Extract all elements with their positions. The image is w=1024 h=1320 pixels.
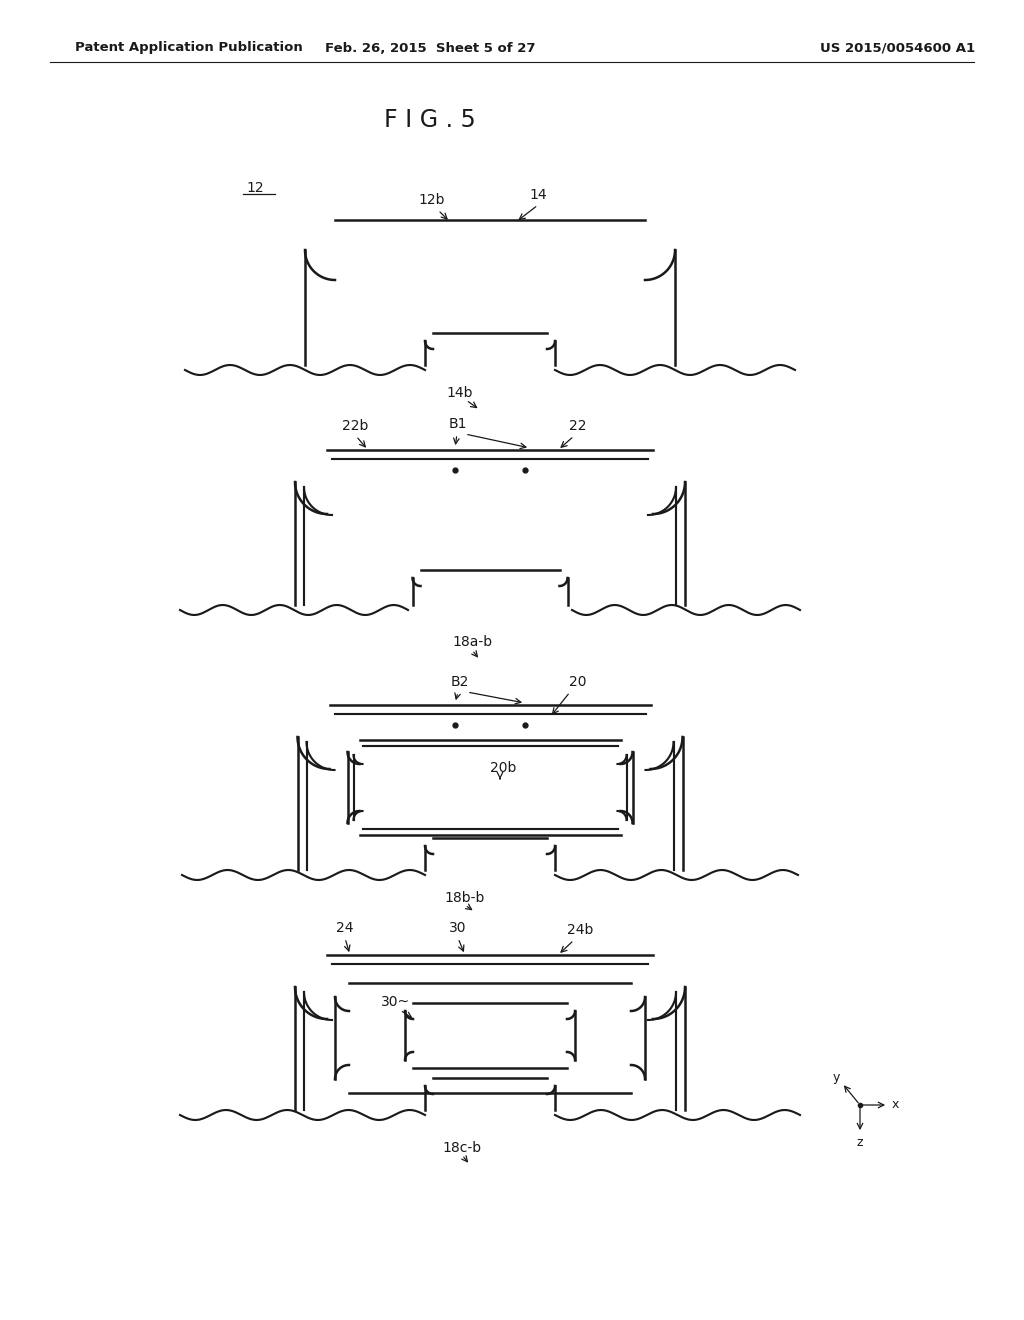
Text: 14: 14 [529, 187, 547, 202]
Text: 18c-b: 18c-b [442, 1140, 481, 1155]
Text: 30: 30 [450, 921, 467, 935]
Text: Feb. 26, 2015  Sheet 5 of 27: Feb. 26, 2015 Sheet 5 of 27 [325, 41, 536, 54]
Text: 20b: 20b [489, 762, 516, 775]
Text: F I G . 5: F I G . 5 [384, 108, 476, 132]
Text: 30~: 30~ [381, 995, 410, 1008]
Text: 22b: 22b [342, 418, 369, 433]
Text: B1: B1 [449, 417, 467, 432]
Text: z: z [857, 1135, 863, 1148]
Text: 22: 22 [569, 418, 587, 433]
Text: B2: B2 [451, 675, 469, 689]
Text: 24: 24 [336, 921, 353, 935]
Text: 18a-b: 18a-b [452, 635, 493, 649]
Text: 20: 20 [569, 675, 587, 689]
Text: 18b-b: 18b-b [444, 891, 485, 906]
Text: US 2015/0054600 A1: US 2015/0054600 A1 [820, 41, 975, 54]
Text: x: x [891, 1098, 899, 1111]
Text: 12: 12 [246, 181, 264, 195]
Text: y: y [833, 1071, 840, 1084]
Text: Patent Application Publication: Patent Application Publication [75, 41, 303, 54]
Text: 24b: 24b [567, 923, 593, 937]
Text: 12b: 12b [419, 193, 445, 207]
Text: 14b: 14b [446, 385, 473, 400]
